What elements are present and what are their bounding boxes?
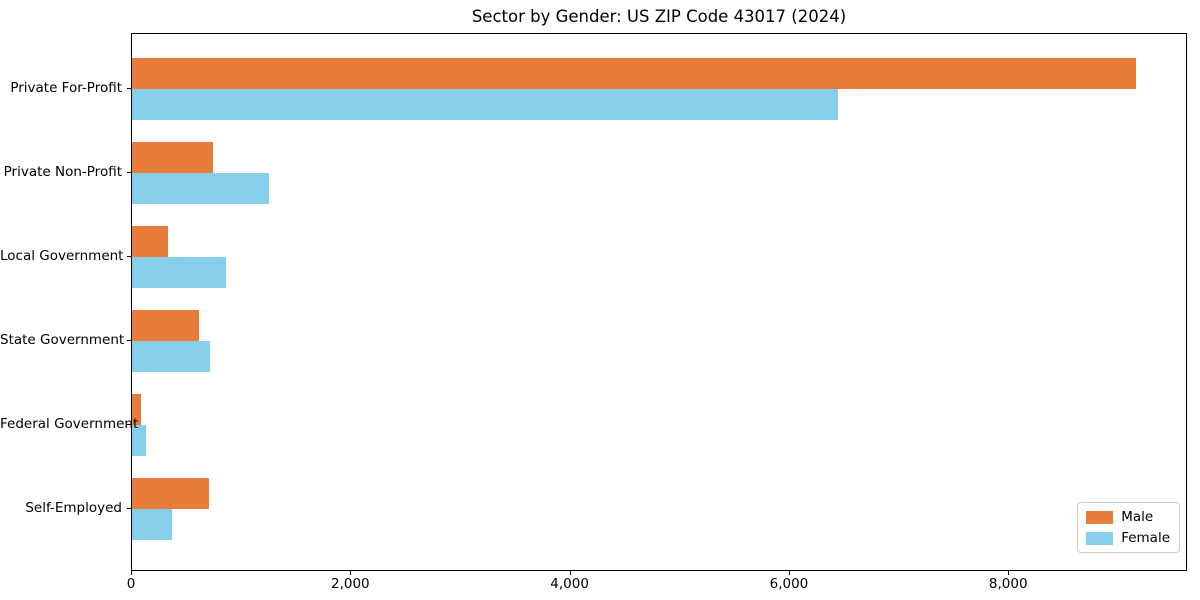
x-tick-label: 2,000 — [330, 576, 370, 592]
legend-label-female: Female — [1121, 530, 1170, 546]
bar-male — [132, 394, 141, 425]
x-tick-mark — [1008, 571, 1010, 575]
male-series-swatch-icon — [1086, 510, 1114, 524]
y-axis-category-label: Federal Government — [0, 416, 139, 432]
x-tick-mark — [131, 571, 132, 575]
x-tick-mark — [569, 571, 571, 575]
legend-item-female: Female — [1086, 530, 1170, 546]
y-tick-mark — [127, 172, 131, 173]
y-axis-category-label: State Government — [0, 332, 125, 348]
x-tick-label: 4,000 — [550, 576, 589, 592]
bar-male — [132, 310, 199, 341]
y-axis-category-label: Local Government — [0, 248, 124, 264]
y-tick-mark — [127, 256, 131, 257]
y-tick-mark — [127, 340, 131, 341]
y-axis-category-label: Self-Employed — [25, 500, 122, 516]
x-tick-mark — [350, 571, 352, 575]
x-tick-label: 8,000 — [988, 576, 1028, 592]
female-series-swatch-icon — [1086, 531, 1114, 545]
bar-male — [132, 226, 169, 257]
x-tick-label: 0 — [126, 576, 136, 592]
x-tick-mark — [788, 571, 790, 575]
y-tick-mark — [127, 508, 131, 509]
bar-female — [132, 341, 210, 372]
legend: Male Female — [1077, 502, 1180, 553]
plot-area: Male Female — [131, 33, 1187, 571]
bars-container — [132, 34, 1186, 570]
chart-title: Sector by Gender: US ZIP Code 43017 (202… — [471, 7, 847, 26]
legend-item-male: Male — [1086, 509, 1170, 525]
y-axis-category-label: Private For-Profit — [10, 80, 122, 96]
y-axis-category-label: Private Non-Profit — [3, 164, 122, 180]
bar-male — [132, 142, 213, 173]
bar-female — [132, 89, 838, 120]
bar-female — [132, 425, 147, 456]
legend-label-male: Male — [1121, 509, 1154, 525]
bar-female — [132, 509, 173, 540]
bar-female — [132, 173, 269, 204]
bar-male — [132, 478, 209, 509]
y-tick-mark — [127, 424, 131, 425]
y-tick-mark — [127, 88, 131, 89]
x-tick-label: 6,000 — [769, 576, 809, 592]
bar-male — [132, 58, 1136, 89]
bar-female — [132, 257, 227, 288]
